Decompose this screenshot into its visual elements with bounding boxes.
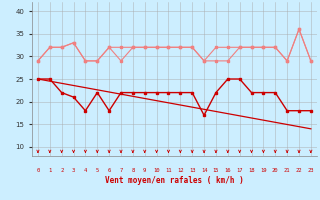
X-axis label: Vent moyen/en rafales ( km/h ): Vent moyen/en rafales ( km/h ) — [105, 176, 244, 185]
